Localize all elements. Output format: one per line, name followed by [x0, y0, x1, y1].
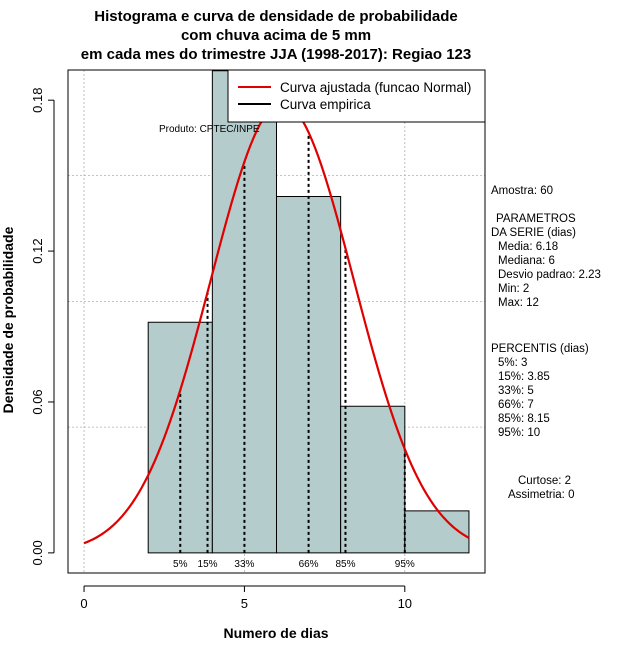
stat-assimetria: Assimetria: 0	[508, 489, 574, 501]
stat-mediana: Mediana: 6	[498, 255, 555, 267]
stat-p95: 95%: 10	[498, 427, 540, 439]
x-tick-label: 10	[398, 596, 412, 611]
stat-min: Min: 2	[498, 283, 529, 295]
stat-percentis-title: PERCENTIS (dias)	[491, 343, 589, 355]
x-tick-label: 0	[80, 596, 87, 611]
stat-p5: 5%: 3	[498, 357, 527, 369]
stat-p85: 85%: 8.15	[498, 413, 550, 425]
histogram-bar	[340, 405, 406, 554]
bars-layer	[147, 70, 470, 554]
stat-max: Max: 12	[498, 297, 539, 309]
percentile-layer	[179, 132, 406, 553]
product-annotation: Produto: CPTEC/INPE	[159, 124, 260, 135]
legend-label-fitted: Curva ajustada (funcao Normal)	[280, 80, 471, 95]
stat-params-title-1: PARAMETROS	[496, 213, 576, 225]
legend-box	[227, 69, 486, 123]
stat-p66: 66%: 7	[498, 399, 534, 411]
chart-title-line-1: Histograma e curva de densidade de proba…	[94, 8, 457, 25]
percentile-label-layer: 5% 15% 33% 66% 85% 95%	[173, 559, 415, 570]
y-tick-label: 0.06	[30, 389, 45, 414]
stat-curtose: Curtose: 2	[518, 475, 571, 487]
y-tick-label: 0.12	[30, 238, 45, 263]
chart-title-line-2: com chuva acima de 5 mm	[181, 27, 371, 44]
y-tick-label: 0.18	[30, 88, 45, 113]
stat-media: Media: 6.18	[498, 241, 558, 253]
legend: Curva ajustada (funcao Normal) Curva emp…	[227, 69, 486, 123]
percentile-label: 85%	[335, 559, 355, 570]
x-axis: 0 5 10	[80, 585, 412, 611]
stat-sample: Amostra: 60	[491, 185, 553, 197]
y-tick-label: 0.00	[30, 540, 45, 565]
y-axis: 0.00 0.06 0.12 0.18	[30, 88, 55, 566]
y-axis-title: Densidade de probabilidade	[0, 226, 16, 413]
percentile-label: 15%	[198, 559, 218, 570]
stat-p15: 15%: 3.85	[498, 371, 550, 383]
percentile-label: 66%	[299, 559, 319, 570]
percentile-label: 95%	[395, 559, 415, 570]
stat-desvio: Desvio padrao: 2.23	[498, 269, 601, 281]
stats-panel: Amostra: 60 PARAMETROS DA SERIE (dias) M…	[491, 185, 601, 501]
x-tick-label: 5	[241, 596, 248, 611]
stat-params-title-2: DA SERIE (dias)	[491, 227, 576, 239]
legend-label-empirical: Curva empirica	[280, 97, 371, 112]
chart-title-line-3: em cada mes do trimestre JJA (1998-2017)…	[81, 46, 471, 63]
x-axis-title: Numero de dias	[223, 625, 328, 641]
percentile-label: 5%	[173, 559, 188, 570]
stat-p33: 33%: 5	[498, 385, 534, 397]
percentile-label: 33%	[234, 559, 254, 570]
